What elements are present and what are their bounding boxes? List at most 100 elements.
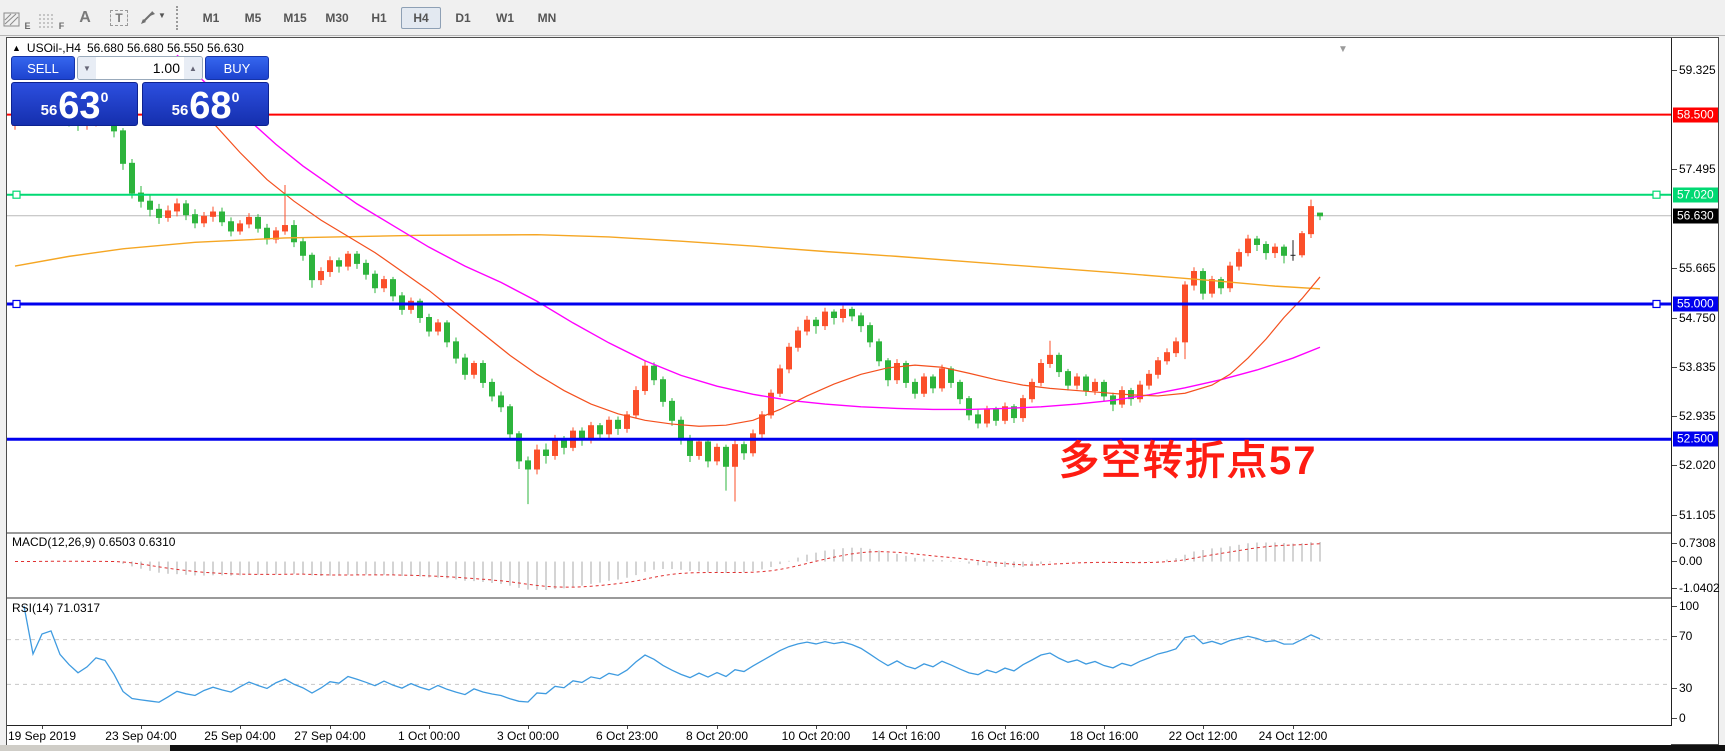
macd-tick bbox=[1672, 588, 1677, 589]
timeframe-button-H1[interactable]: H1 bbox=[371, 10, 387, 25]
price-tick bbox=[1672, 70, 1677, 71]
time-axis-label: 3 Oct 00:00 bbox=[496, 729, 560, 743]
volume-decrease-button[interactable]: ▼ bbox=[78, 57, 96, 79]
data-grid-icon[interactable]: F bbox=[36, 5, 66, 31]
time-tick bbox=[141, 726, 142, 729]
timeframe-button-M1[interactable]: M1 bbox=[202, 10, 220, 25]
price-tick-label: 54.750 bbox=[1679, 310, 1716, 325]
scrollbar-thumb[interactable] bbox=[0, 745, 170, 751]
volume-input[interactable] bbox=[96, 57, 184, 79]
rsi-canvas[interactable] bbox=[7, 599, 1671, 725]
macd-scale-label: -1.0402 bbox=[1679, 581, 1720, 595]
rsi-scale-label: 100 bbox=[1679, 599, 1700, 613]
timeframe-button-D1[interactable]: D1 bbox=[455, 10, 471, 25]
price-badge-52.500: 52.500 bbox=[1673, 431, 1718, 447]
time-axis-label: 6 Oct 23:00 bbox=[595, 729, 659, 743]
text-box-icon[interactable]: T bbox=[104, 5, 134, 31]
horizontal-scrollbar[interactable] bbox=[0, 745, 1725, 751]
rsi-tick bbox=[1672, 636, 1677, 637]
boxed-t-icon: T bbox=[110, 9, 128, 26]
text-label-icon[interactable]: A bbox=[70, 5, 100, 31]
time-tick bbox=[717, 726, 718, 729]
timeframe-button-H4[interactable]: H4 bbox=[401, 6, 441, 29]
time-tick bbox=[528, 726, 529, 729]
time-axis-label: 22 Oct 12:00 bbox=[1168, 729, 1238, 743]
price-tick bbox=[1672, 465, 1677, 467]
time-tick bbox=[1293, 726, 1294, 729]
buy-price-sup: 0 bbox=[231, 89, 240, 105]
sell-button[interactable]: SELL bbox=[11, 56, 75, 80]
time-axis-label: 19 Sep 2019 bbox=[7, 729, 77, 743]
time-tick bbox=[1104, 726, 1105, 729]
volume-increase-button[interactable]: ▲ bbox=[184, 57, 202, 79]
time-tick bbox=[1005, 726, 1006, 729]
time-axis-label: 27 Sep 04:00 bbox=[294, 729, 366, 743]
toolbar: E F A T ▼ M1 M5 M15 M30 H1 H4 D1 W1 MN bbox=[0, 0, 1725, 36]
icon-sub-e: E bbox=[24, 20, 31, 31]
macd-tick bbox=[1672, 561, 1677, 562]
timeframe-bar: M1 M5 M15 M30 H1 H4 D1 W1 MN bbox=[190, 6, 568, 29]
timeframe-button-W1[interactable]: W1 bbox=[496, 10, 514, 25]
time-axis[interactable]: 19 Sep 2019 23 Sep 04:00 25 Sep 04:00 27 Se… bbox=[7, 726, 1671, 745]
sell-price-main: 63 bbox=[58, 85, 101, 127]
buy-price-prefix: 56 bbox=[171, 102, 189, 119]
macd-label: MACD(12,26,9) 0.6503 0.6310 bbox=[12, 535, 176, 549]
time-tick bbox=[42, 726, 43, 729]
price-tick-label: 59.325 bbox=[1679, 63, 1716, 77]
buy-price-box[interactable]: 56 68 0 bbox=[142, 82, 269, 126]
time-axis-label: 14 Oct 16:00 bbox=[871, 729, 941, 743]
rsi-tick bbox=[1672, 606, 1677, 607]
rsi-tick bbox=[1672, 688, 1677, 689]
time-axis-label: 10 Oct 20:00 bbox=[781, 729, 851, 743]
scroll-to-end-marker[interactable]: ▼ bbox=[1338, 44, 1348, 55]
timeframe-button-MN[interactable]: MN bbox=[537, 10, 557, 25]
time-tick bbox=[1203, 726, 1204, 729]
price-tick-label: 51.105 bbox=[1679, 507, 1716, 522]
chevron-down-icon: ▼ bbox=[158, 11, 166, 20]
toolbar-grip[interactable] bbox=[176, 5, 184, 30]
chart-annotation-text[interactable]: 多空转折点57 bbox=[1059, 439, 1318, 483]
diagonal-arrows-icon bbox=[141, 10, 156, 24]
sell-price-box[interactable]: 56 63 0 bbox=[11, 82, 138, 126]
price-tick-label: 52.935 bbox=[1679, 408, 1716, 423]
time-tick bbox=[240, 726, 241, 729]
price-tick-label: 57.495 bbox=[1679, 162, 1716, 176]
collapse-panel-arrow[interactable]: ▲ bbox=[12, 43, 21, 53]
macd-scale-label: 0.00 bbox=[1679, 554, 1703, 568]
one-click-trading-panel: SELL ▼ ▲ BUY 56 63 0 56 68 0 bbox=[11, 56, 269, 126]
chart-window-icon[interactable]: E bbox=[2, 5, 32, 31]
cycle-lines-icon[interactable]: ▼ bbox=[138, 5, 168, 31]
price-tick-label: 52.020 bbox=[1679, 458, 1716, 473]
rsi-scale-label: 70 bbox=[1679, 629, 1693, 643]
sell-price-sup: 0 bbox=[100, 89, 109, 105]
time-axis-label: 24 Oct 12:00 bbox=[1258, 729, 1328, 743]
price-tick bbox=[1672, 514, 1677, 516]
timeframe-button-M30[interactable]: M30 bbox=[325, 10, 349, 25]
axis-separator bbox=[7, 725, 1671, 726]
volume-stepper: ▼ ▲ bbox=[77, 56, 203, 80]
dotted-grid-icon bbox=[38, 14, 54, 27]
macd-canvas[interactable] bbox=[7, 534, 1671, 596]
price-tick bbox=[1672, 317, 1677, 319]
time-axis-label: 8 Oct 20:00 bbox=[685, 729, 749, 743]
price-badge-58.500: 58.500 bbox=[1673, 107, 1718, 123]
buy-button[interactable]: BUY bbox=[205, 56, 269, 80]
price-tick bbox=[1672, 268, 1677, 269]
panel-separator[interactable] bbox=[7, 597, 1671, 599]
time-axis-label: 18 Oct 16:00 bbox=[1069, 729, 1139, 743]
panel-separator[interactable] bbox=[7, 532, 1671, 534]
icon-sub-f: F bbox=[58, 20, 65, 31]
symbol-ohlc: 56.680 56.680 56.550 56.630 bbox=[86, 41, 244, 55]
chart-window[interactable]: ▲ USOil-,H4 56.680 56.680 56.550 56.630 … bbox=[6, 37, 1720, 745]
timeframe-button-M5[interactable]: M5 bbox=[244, 10, 262, 25]
letter-a-icon: A bbox=[79, 8, 91, 26]
time-tick bbox=[906, 726, 907, 729]
timeframe-button-M15[interactable]: M15 bbox=[283, 10, 307, 25]
buy-price-main: 68 bbox=[189, 85, 232, 127]
price-badge-56.630: 56.630 bbox=[1673, 208, 1718, 224]
time-tick bbox=[816, 726, 817, 729]
time-tick bbox=[330, 726, 331, 729]
rsi-scale-label: 0 bbox=[1679, 711, 1686, 725]
time-tick bbox=[627, 726, 628, 729]
